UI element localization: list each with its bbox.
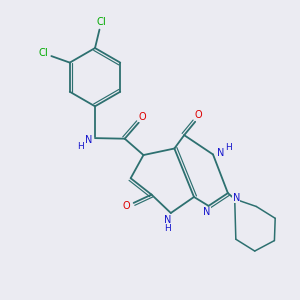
Text: H: H (164, 224, 171, 233)
Text: Cl: Cl (38, 47, 48, 58)
Text: N: N (85, 135, 92, 145)
Text: O: O (195, 110, 202, 120)
Text: H: H (77, 142, 84, 151)
Text: Cl: Cl (96, 17, 106, 27)
Text: N: N (217, 148, 224, 158)
Text: H: H (225, 143, 232, 152)
Text: N: N (232, 193, 240, 202)
Text: O: O (122, 202, 130, 212)
Text: O: O (139, 112, 146, 122)
Text: N: N (203, 207, 211, 218)
Text: N: N (164, 214, 171, 224)
